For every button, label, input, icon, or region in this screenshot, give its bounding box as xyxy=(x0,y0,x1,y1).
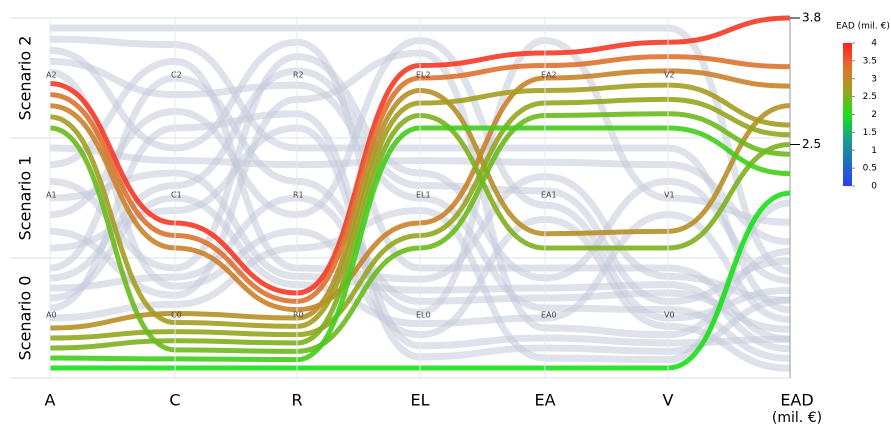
node-label: A1 xyxy=(46,191,57,200)
node-label: EL2 xyxy=(416,71,431,80)
colorbar-tick-label: 2 xyxy=(871,110,877,120)
row-label: Scenario 1 xyxy=(16,156,35,241)
y-tick-label: 2.5 xyxy=(802,137,821,151)
colorbar-title: EAD (mil. €) xyxy=(836,22,890,32)
colorbar-tick-label: 0 xyxy=(871,182,877,192)
colorbar-tick-label: 3.5 xyxy=(863,56,877,66)
node-label: EA2 xyxy=(541,71,557,80)
colorbar-tick-label: 3 xyxy=(871,74,877,84)
row-label: Scenario 0 xyxy=(16,276,35,361)
background-flow xyxy=(49,199,791,364)
node-label: EL0 xyxy=(416,311,431,320)
highlighted-flow xyxy=(49,82,791,329)
node-label: R1 xyxy=(293,191,304,200)
colorbar-tick-label: 4 xyxy=(871,39,877,49)
node-label: R2 xyxy=(293,71,304,80)
node-label: V0 xyxy=(664,311,675,320)
highlighted-flow xyxy=(49,68,791,313)
background-flow xyxy=(49,74,791,333)
highlighted-flow xyxy=(49,54,791,304)
highlighted-flow xyxy=(49,15,791,296)
background-flow xyxy=(49,36,791,316)
background-flow xyxy=(49,110,791,350)
axis-label: EL xyxy=(410,391,429,410)
node-label: EA1 xyxy=(541,191,557,200)
colorbar-tick-label: 0.5 xyxy=(863,164,877,174)
axis-label: EA xyxy=(534,391,555,410)
node-label: EA0 xyxy=(541,311,557,320)
node-label: A0 xyxy=(46,311,57,320)
axis-label: V xyxy=(663,391,674,410)
axis-label: R xyxy=(291,391,302,410)
y-tick-label: 3.8 xyxy=(802,11,821,25)
node-label: C1 xyxy=(171,191,182,200)
node-label: R0 xyxy=(293,311,304,320)
colorbar xyxy=(843,43,852,186)
node-label: V1 xyxy=(664,191,675,200)
highlighted-flows xyxy=(49,15,791,371)
highlighted-flow xyxy=(49,111,791,354)
labels: A0A1A2AC0C1C2CR0R1R2REL0EL1EL2ELEA0EA1EA… xyxy=(16,11,890,426)
node-label: V2 xyxy=(664,71,675,80)
axis-label: A xyxy=(45,391,56,410)
axis-label: C xyxy=(169,391,180,410)
colorbar-tick-label: 1.5 xyxy=(863,128,877,138)
row-label: Scenario 2 xyxy=(16,36,35,121)
background-flow xyxy=(49,68,791,372)
axis-unit: (mil. €) xyxy=(772,410,822,426)
axis-label: EAD xyxy=(780,391,813,410)
node-label: A2 xyxy=(46,71,57,80)
colorbar-tick-label: 1 xyxy=(871,146,877,156)
colorbar-tick-label: 2.5 xyxy=(863,92,877,102)
node-label: C0 xyxy=(171,311,182,320)
node-label: C2 xyxy=(171,71,182,80)
node-label: EL1 xyxy=(416,191,431,200)
